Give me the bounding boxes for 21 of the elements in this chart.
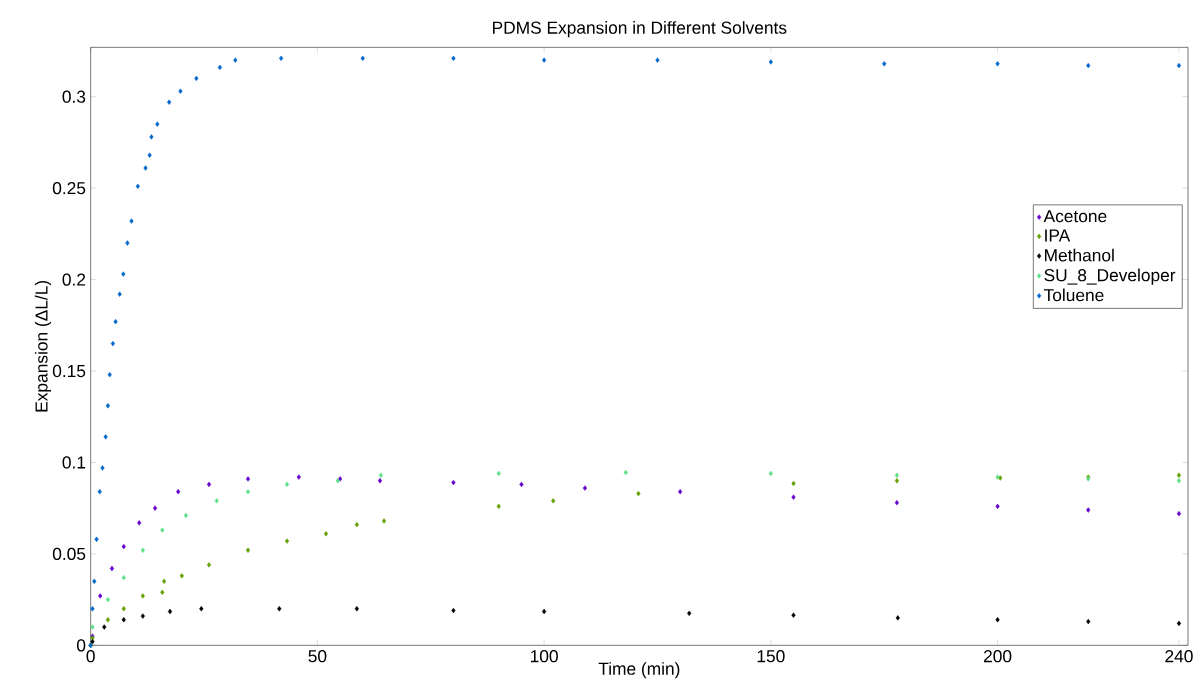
x-tick-label: 50	[308, 650, 327, 663]
y-tick-label: 0.1	[62, 456, 86, 469]
x-tick-label: 200	[983, 650, 1012, 663]
x-tick-label: 150	[757, 650, 785, 663]
y-tick-label: 0.25	[52, 182, 86, 195]
y-tick-label: 0.05	[52, 547, 86, 561]
x-tick-label: 0	[86, 650, 95, 663]
x-tick-label: 100	[530, 650, 558, 663]
y-tick-label: 0.2	[62, 273, 86, 286]
legend-label: Methanol	[1045, 248, 1114, 262]
legend-label: SU_8_Developer	[1044, 268, 1176, 285]
x-axis-title: Time (min)	[598, 662, 680, 679]
y-tick-label: 0.3	[62, 90, 86, 103]
x-tick-label: 240	[1165, 650, 1193, 663]
legend-label: Acetone	[1043, 210, 1107, 223]
chart-title: PDMS Expansion in Different Solvents	[493, 21, 787, 38]
legend-label: IPA	[1045, 229, 1071, 242]
legend-label: Toluene	[1043, 288, 1104, 302]
y-axis-title: Expansion (ΔL/L)	[34, 280, 52, 412]
y-tick-label: 0	[76, 639, 86, 652]
y-tick-label: 0.15	[52, 364, 86, 378]
